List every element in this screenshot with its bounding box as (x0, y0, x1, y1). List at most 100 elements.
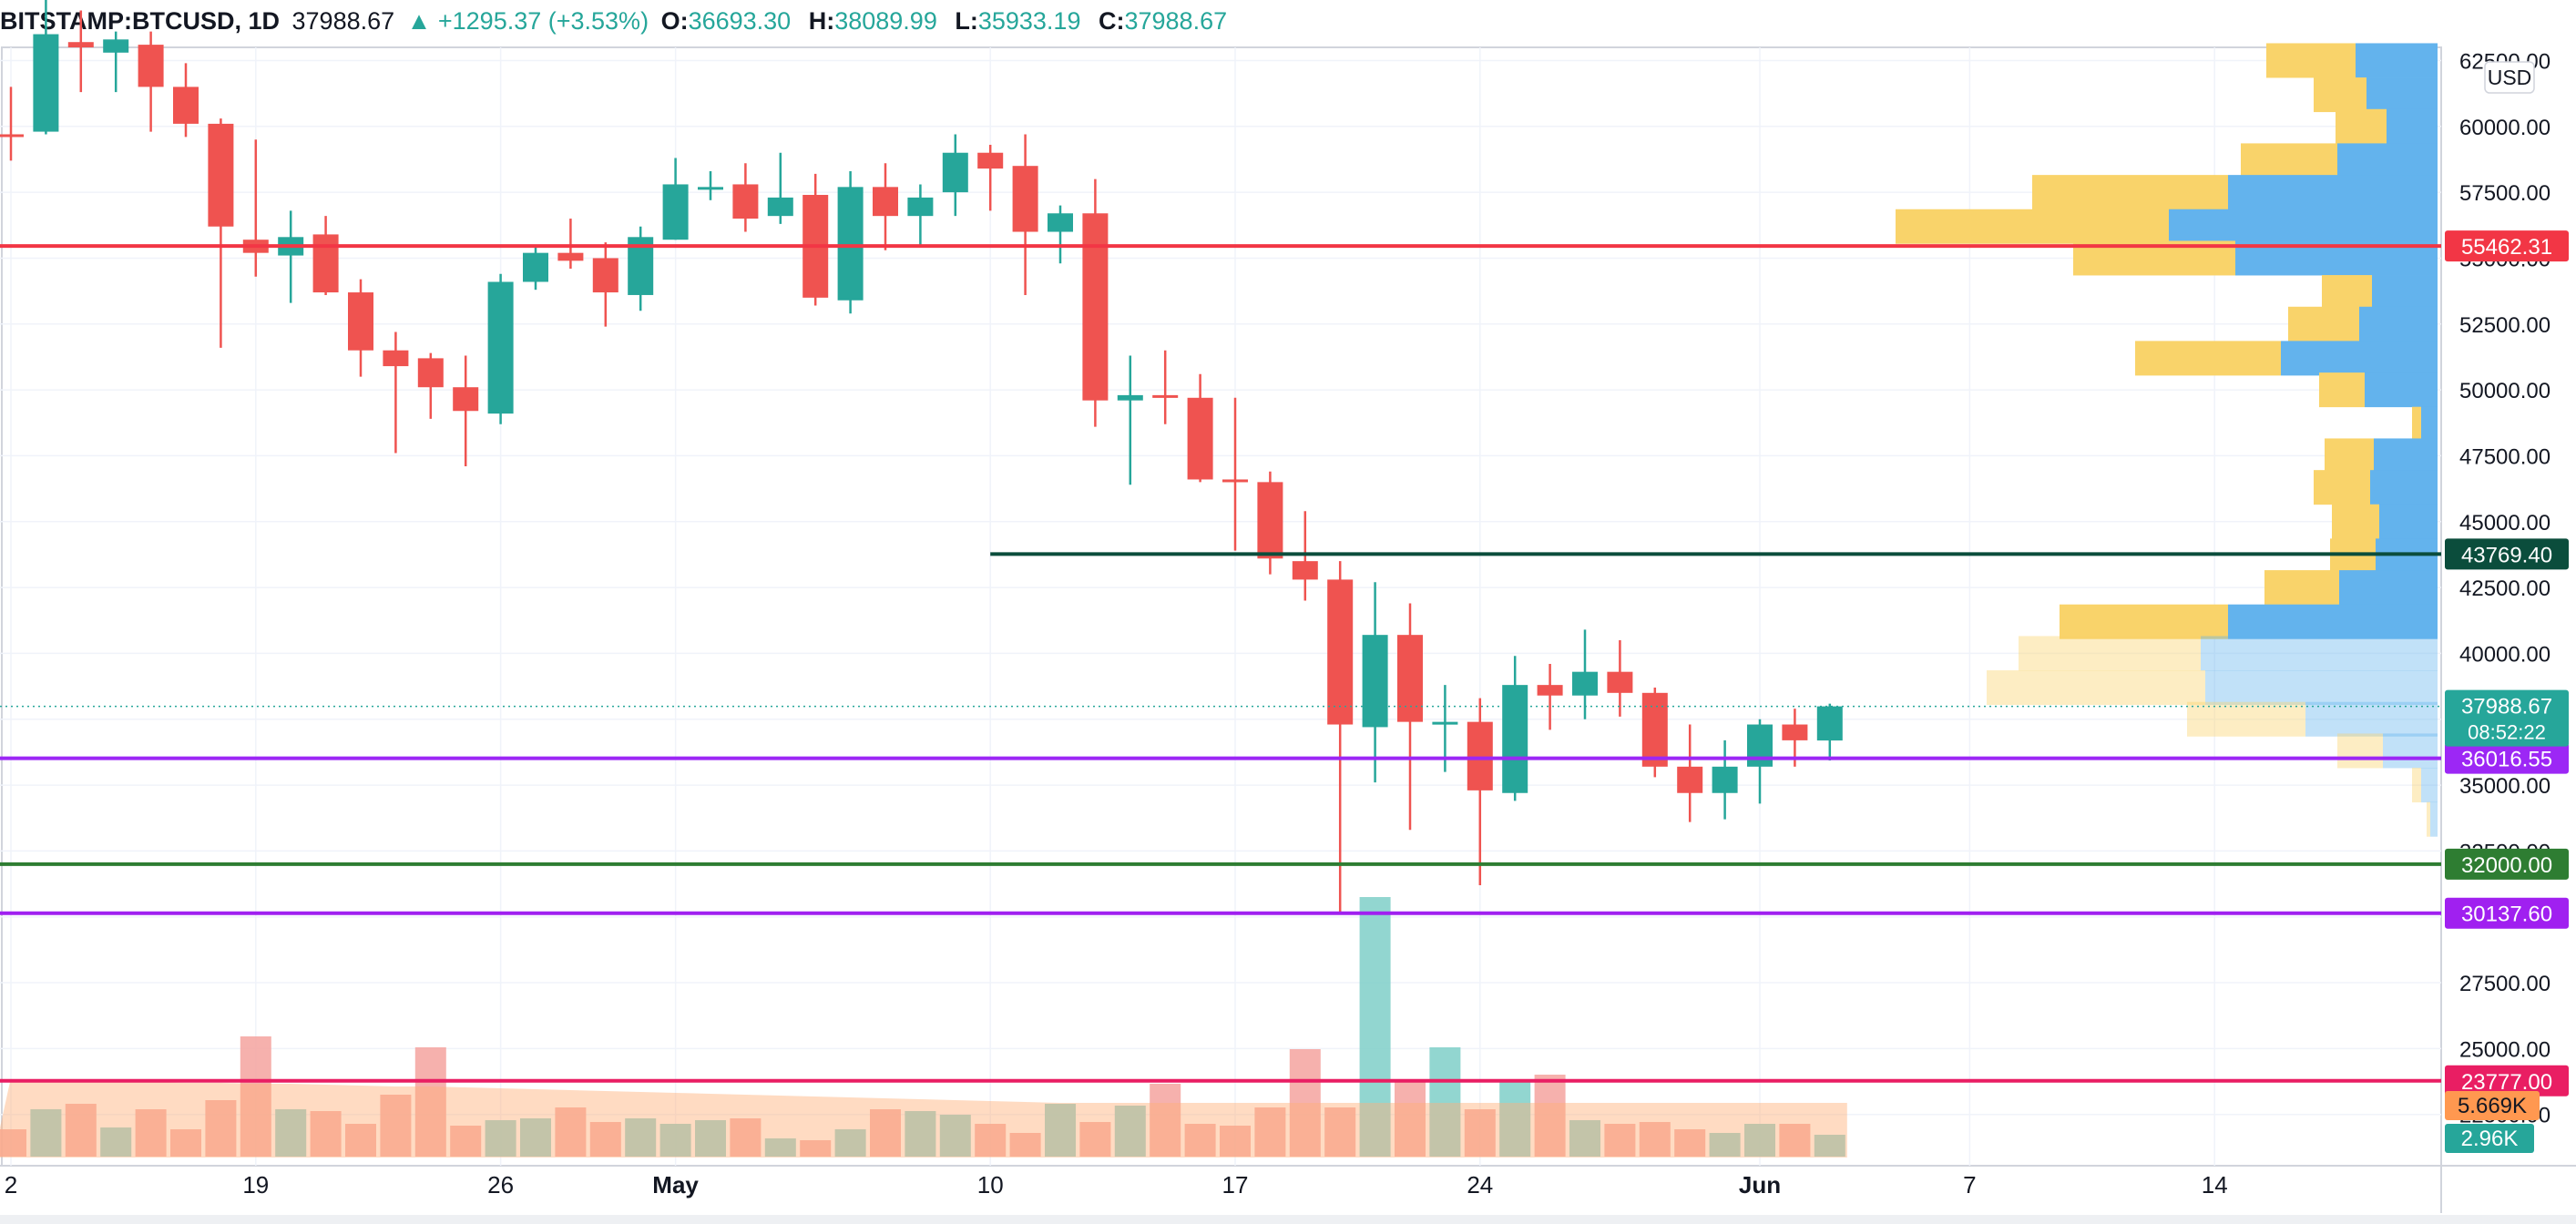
last-price: 37988.67 (291, 7, 395, 35)
candle-body (1117, 394, 1143, 401)
vp-bar-down (2412, 406, 2421, 442)
volume-bar (100, 1127, 132, 1157)
volume-bar (1045, 1104, 1076, 1157)
vp-bar-down (2264, 570, 2339, 606)
candle-body (417, 358, 444, 388)
horizontal-lines[interactable] (0, 244, 2441, 1083)
volume-bar (834, 1129, 866, 1157)
candle-body (1187, 397, 1213, 480)
candle-body (173, 87, 199, 124)
candle-body (0, 134, 24, 138)
time-tick-label: 2 (5, 1171, 17, 1198)
volume-bar (0, 1129, 26, 1157)
vp-bar-down (2427, 801, 2430, 837)
volume-bar (414, 1047, 446, 1157)
price-tick-label: 27500.00 (2459, 972, 2550, 996)
volume-bar (1814, 1135, 1845, 1157)
vp-bar-up (2356, 43, 2438, 78)
time-tick-label: 7 (1963, 1171, 1976, 1198)
time-tick-label: May (652, 1171, 699, 1198)
grid (0, 46, 2576, 1213)
candle-body (1782, 724, 1808, 740)
volume-bar (555, 1107, 587, 1157)
vp-bar-up (2421, 406, 2438, 442)
volume-bar (870, 1109, 901, 1157)
volume-bar (730, 1118, 762, 1157)
candle-body (1397, 635, 1423, 722)
volume-bar (1534, 1075, 1566, 1157)
candle-body (592, 258, 618, 293)
volume-bar (800, 1140, 832, 1157)
candle-body (1747, 724, 1773, 767)
volume-bar (1464, 1109, 1496, 1157)
close-value: 37988.67 (1124, 7, 1228, 35)
axis-labels: 55462.31 43769.40 36016.55 32000.00 30137.60… (2445, 61, 2569, 1153)
candle-body (1816, 706, 1843, 741)
open-value: 36693.30 (688, 7, 792, 35)
vp-bar-down (2412, 768, 2421, 803)
vp-bar-down (2032, 175, 2228, 210)
vp-bar-up (2205, 670, 2438, 706)
candle-body (138, 45, 164, 87)
price-tick-label: 57500.00 (2459, 181, 2550, 206)
vp-bar-down (2314, 77, 2366, 113)
vp-bar-up (2372, 275, 2438, 311)
time-tick-label: 24 (1467, 1171, 1493, 1198)
countdown-label: 08:52:22 (2468, 721, 2546, 744)
volume-bar (485, 1120, 516, 1157)
volume-bar (450, 1126, 482, 1157)
candle-body (557, 252, 584, 261)
currency-badge (2484, 61, 2535, 94)
candle-body (1327, 579, 1354, 725)
candle-body (1362, 635, 1388, 728)
vp-bar-down (2319, 372, 2365, 408)
volume-bar (1604, 1124, 1636, 1157)
volume-bar (589, 1122, 621, 1157)
vp-bar-up (2359, 306, 2438, 342)
price-axis[interactable]: 62500.0060000.0057500.0055000.0052500.00… (2459, 49, 2550, 1127)
volume-bar (1150, 1084, 1181, 1157)
price-tick-label: 45000.00 (2459, 511, 2550, 536)
currency-label: USD (2488, 66, 2532, 89)
candle-body (837, 187, 864, 301)
vp-bar-up (2201, 636, 2438, 671)
candle-body (103, 39, 129, 53)
volume-bar (275, 1109, 307, 1157)
volume-profile (1896, 43, 2438, 837)
price-line-label-bg (2445, 897, 2569, 929)
candle-body (1502, 685, 1528, 793)
vp-bar-down (2288, 306, 2359, 342)
volume-bar (975, 1124, 1007, 1157)
candle-body (1048, 213, 1073, 232)
time-axis[interactable]: 2 19 26 May 10 17 24 Jun 7 14 (5, 1171, 2228, 1198)
bottom-scroll-strip (0, 1215, 2576, 1224)
candle-body (977, 152, 1004, 169)
volume-bar (1009, 1133, 1041, 1157)
price-line-label-bg (2445, 230, 2569, 262)
candle-body (383, 350, 409, 367)
candle-body (1257, 482, 1283, 559)
volume-bar (659, 1124, 691, 1157)
vp-bar-up (2421, 768, 2438, 803)
volume-bar (170, 1129, 201, 1157)
vp-bar-up (2430, 801, 2438, 837)
vp-bar-down (2336, 108, 2387, 144)
vp-bar-up (2305, 701, 2438, 737)
volume-bar (1184, 1124, 1216, 1157)
volume-ma-label: 5.669K (2458, 1094, 2527, 1118)
volume-bar (310, 1111, 342, 1157)
vp-bar-down (2325, 438, 2374, 474)
volume-bar (1324, 1107, 1356, 1157)
volume-bar (1395, 1080, 1426, 1157)
vp-bar-up (2281, 341, 2438, 376)
vp-bar-up (2365, 372, 2438, 408)
volume-last-label: 2.96K (2461, 1127, 2519, 1151)
volume-bar (1779, 1124, 1811, 1157)
high-value: 38089.99 (834, 7, 937, 35)
vp-bar-down (2322, 275, 2372, 311)
candle-body (1222, 479, 1248, 483)
time-tick-label: 10 (977, 1171, 1004, 1198)
vp-bar-down (2332, 504, 2379, 539)
vp-bar-down (2241, 143, 2337, 178)
